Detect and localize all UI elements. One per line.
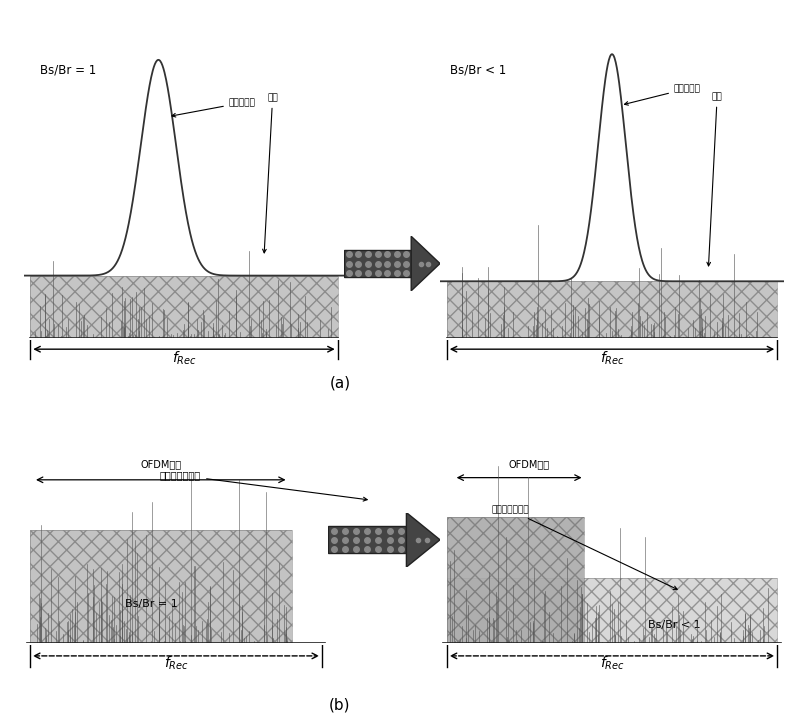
Text: $f_{Rec}$: $f_{Rec}$ [171,350,197,367]
Text: 噪声: 噪声 [262,94,278,253]
Text: (b): (b) [330,698,350,712]
Text: Bs/Br < 1: Bs/Br < 1 [450,64,506,77]
Bar [30,530,291,643]
Bar [447,578,777,643]
Bar [447,517,585,643]
Bar [30,276,338,338]
Text: (a): (a) [330,376,350,391]
Bar [447,281,777,338]
Bar [447,281,777,338]
Text: 单载波信号: 单载波信号 [172,98,256,117]
Polygon shape [411,236,440,291]
Bar [447,517,585,643]
Bar [30,276,338,338]
Text: $f_{Rec}$: $f_{Rec}$ [163,655,189,672]
Text: $f_{Rec}$: $f_{Rec}$ [599,655,625,672]
Text: Bs/Br = 1: Bs/Br = 1 [40,64,96,77]
Bar [30,530,291,643]
Polygon shape [406,513,440,567]
Text: 信号频带外噪声: 信号频带外噪声 [491,505,677,590]
Bar [344,250,411,277]
Text: 信号频带外噪声: 信号频带外噪声 [160,470,367,501]
Text: 噪声: 噪声 [707,92,722,266]
Text: Bs/Br = 1: Bs/Br = 1 [126,599,178,609]
Text: $f_{Rec}$: $f_{Rec}$ [599,350,625,367]
Text: OFDM信号: OFDM信号 [509,459,550,469]
Bar [447,578,777,643]
Text: OFDM信号: OFDM信号 [140,459,182,469]
Text: Bs/Br < 1: Bs/Br < 1 [648,619,700,630]
Bar [328,526,406,553]
Text: 单载波信号: 单载波信号 [625,84,701,105]
